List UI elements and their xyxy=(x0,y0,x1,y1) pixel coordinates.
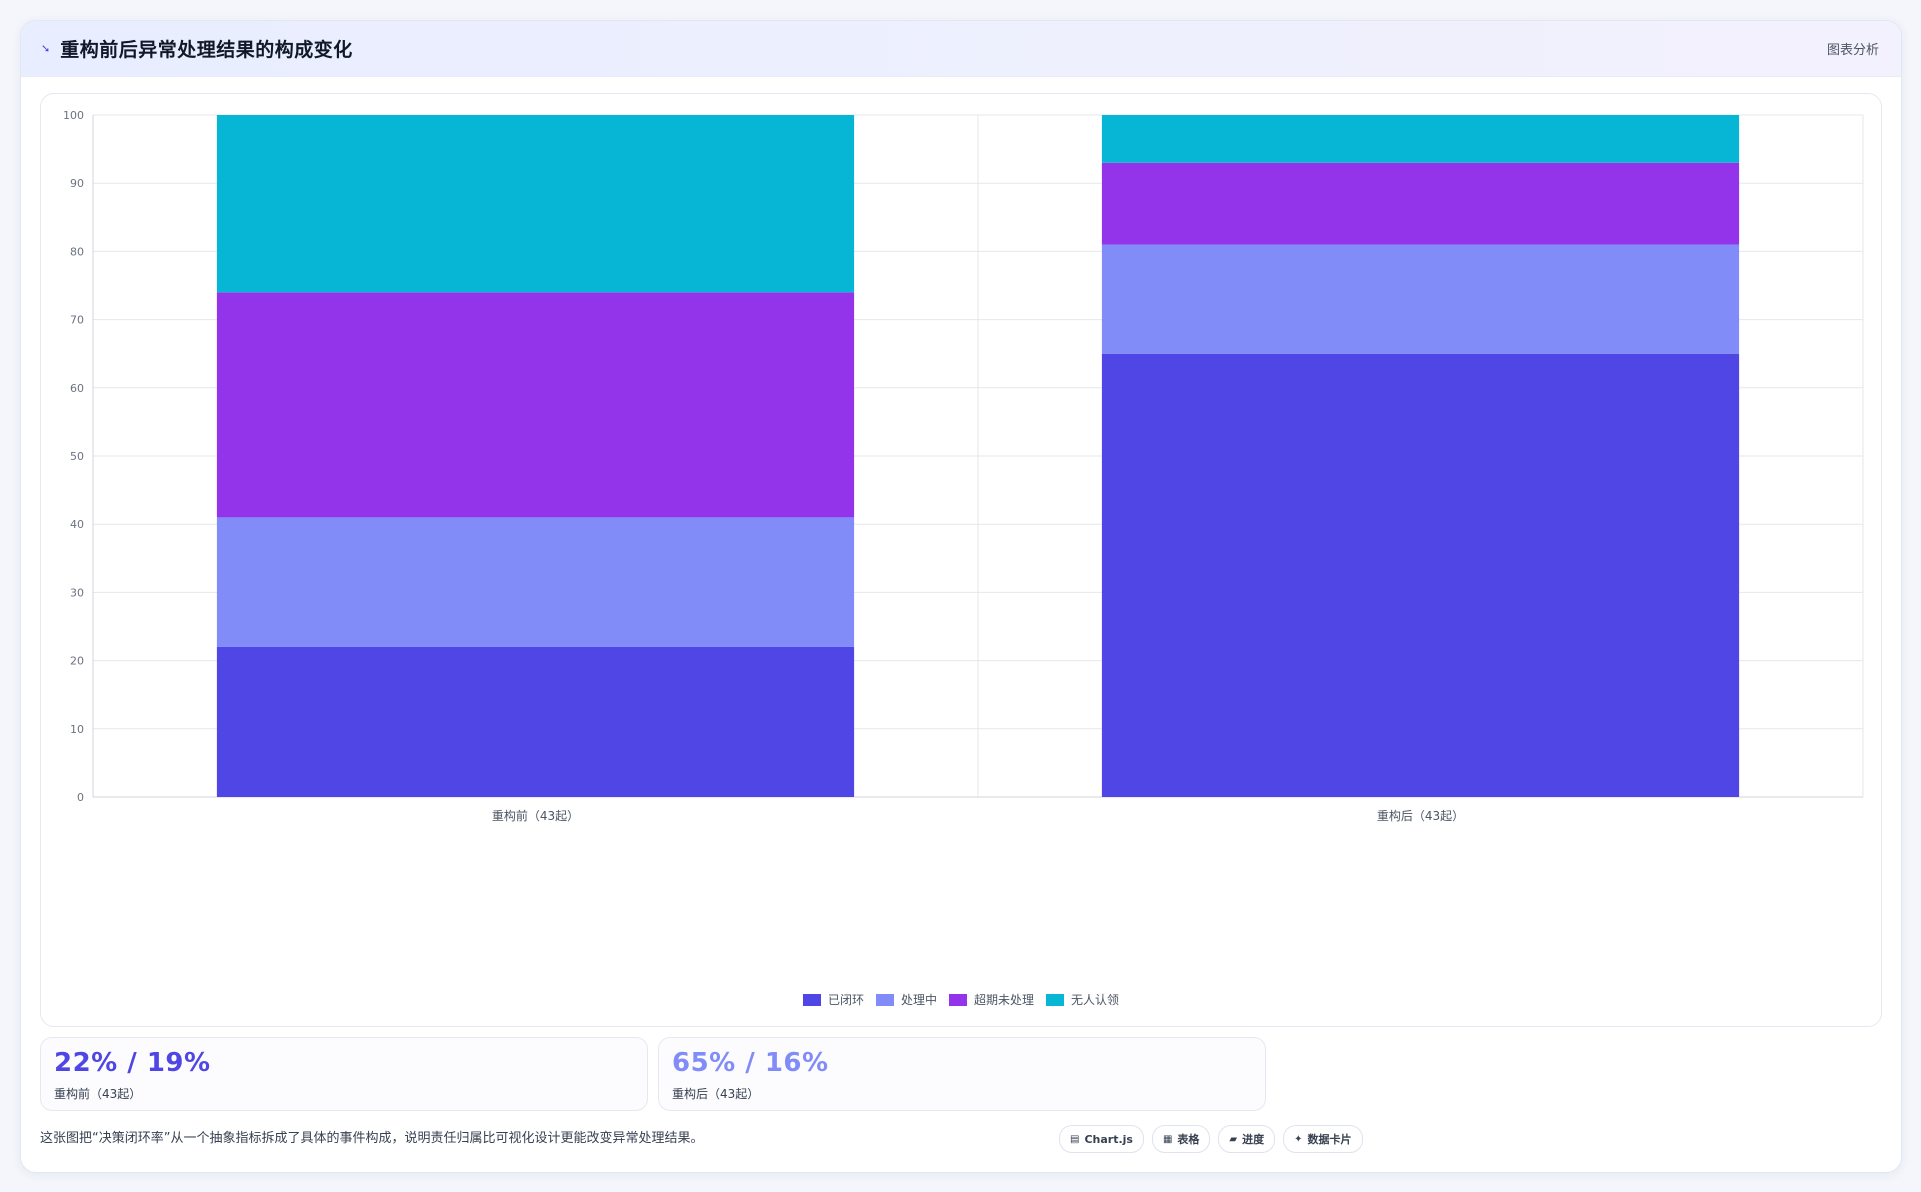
bar-segment xyxy=(1101,115,1740,163)
y-tick-label: 10 xyxy=(70,723,84,736)
table-icon: ▦ xyxy=(1162,1133,1173,1145)
tag-chartjs[interactable]: ▤ Chart.js xyxy=(1059,1125,1144,1153)
progress-icon: ▰ xyxy=(1229,1133,1238,1145)
tag-label: 进度 xyxy=(1242,1133,1265,1146)
legend-item[interactable]: 处理中 xyxy=(875,991,937,1008)
chart-footnote: 这张图把“决策闭环率”从一个抽象指标拆成了具体的事件构成，说明责任归属比可视化设… xyxy=(40,1131,704,1146)
bar-segment xyxy=(216,646,855,797)
panel-header: ➘ 重构前后异常处理结果的构成变化 图表分析 xyxy=(21,21,1901,77)
y-tick-label: 40 xyxy=(70,518,84,531)
tag-table[interactable]: ▦ 表格 xyxy=(1151,1125,1211,1153)
stat-value: 65% / 16% xyxy=(672,1048,829,1078)
bar-segment xyxy=(216,517,855,647)
legend-swatch xyxy=(802,993,821,1006)
x-tick-label: 重构后（43起） xyxy=(1377,808,1464,823)
legend-swatch xyxy=(875,993,894,1006)
bar-segment xyxy=(216,115,855,293)
legend-swatch xyxy=(1046,993,1065,1006)
card-icon: ✦ xyxy=(1294,1133,1303,1145)
chart-analysis-link[interactable]: 图表分析 xyxy=(1826,43,1879,58)
legend-swatch xyxy=(949,993,967,1006)
stat-label: 重构前（43起） xyxy=(54,1087,142,1101)
legend-item[interactable]: 已闭环 xyxy=(802,991,864,1008)
tag-progress[interactable]: ▰ 进度 xyxy=(1218,1125,1276,1153)
tag-label: Chart.js xyxy=(1084,1132,1133,1146)
y-tick-label: 50 xyxy=(70,450,84,463)
y-tick-label: 80 xyxy=(70,245,84,258)
legend-item[interactable]: 无人认领 xyxy=(1046,991,1119,1008)
stat-label: 重构后（43起） xyxy=(672,1087,760,1101)
bar-segment xyxy=(216,292,855,518)
chart-legend: 已闭环 处理中 超期未处理 无人认领 xyxy=(41,991,1881,1008)
stat-value: 22% / 19% xyxy=(54,1048,211,1078)
legend-label: 无人认领 xyxy=(1071,993,1120,1007)
legend-item[interactable]: 超期未处理 xyxy=(949,991,1034,1008)
tag-label: 表格 xyxy=(1177,1133,1200,1146)
legend-label: 处理中 xyxy=(900,993,937,1007)
bar-segment xyxy=(1101,162,1740,245)
bar-segment xyxy=(1101,353,1740,797)
tag-data-card[interactable]: ✦ 数据卡片 xyxy=(1283,1125,1363,1153)
stacked-bar-chart: 0 10 20 30 40 50 60 70 80 90 100 重构前（43起） 重构后（43起） xyxy=(63,109,1864,823)
chart-card: 0 10 20 30 40 50 60 70 80 90 100 重构前（43起） 重构后（43起） 已… xyxy=(40,93,1882,1027)
bar-segment xyxy=(1101,244,1740,354)
chart-line-icon: ➘ xyxy=(41,42,51,55)
tech-tags: ▤ Chart.js ▦ 表格 ▰ 进度 ✦ 数据卡片 xyxy=(1059,1125,1363,1153)
y-tick-label: 0 xyxy=(77,791,84,804)
y-tick-label: 100 xyxy=(63,109,84,122)
stat-card-after: 65% / 16% 重构后（43起） xyxy=(658,1037,1266,1111)
y-tick-label: 60 xyxy=(70,382,84,395)
stat-card-before: 22% / 19% 重构前（43起） xyxy=(40,1037,648,1111)
y-tick-label: 30 xyxy=(70,586,84,599)
chart-panel: ➘ 重构前后异常处理结果的构成变化 图表分析 0 10 20 30 40 50 60 70 80… xyxy=(20,20,1902,1173)
legend-label: 超期未处理 xyxy=(974,993,1035,1007)
chart-icon: ▤ xyxy=(1070,1133,1080,1145)
panel-title: 重构前后异常处理结果的构成变化 xyxy=(60,39,353,61)
y-tick-label: 70 xyxy=(70,314,84,327)
legend-label: 已闭环 xyxy=(827,993,864,1007)
y-tick-label: 90 xyxy=(70,177,84,190)
y-tick-label: 20 xyxy=(70,655,84,668)
x-tick-label: 重构前（43起） xyxy=(492,808,579,823)
tag-label: 数据卡片 xyxy=(1307,1133,1352,1146)
